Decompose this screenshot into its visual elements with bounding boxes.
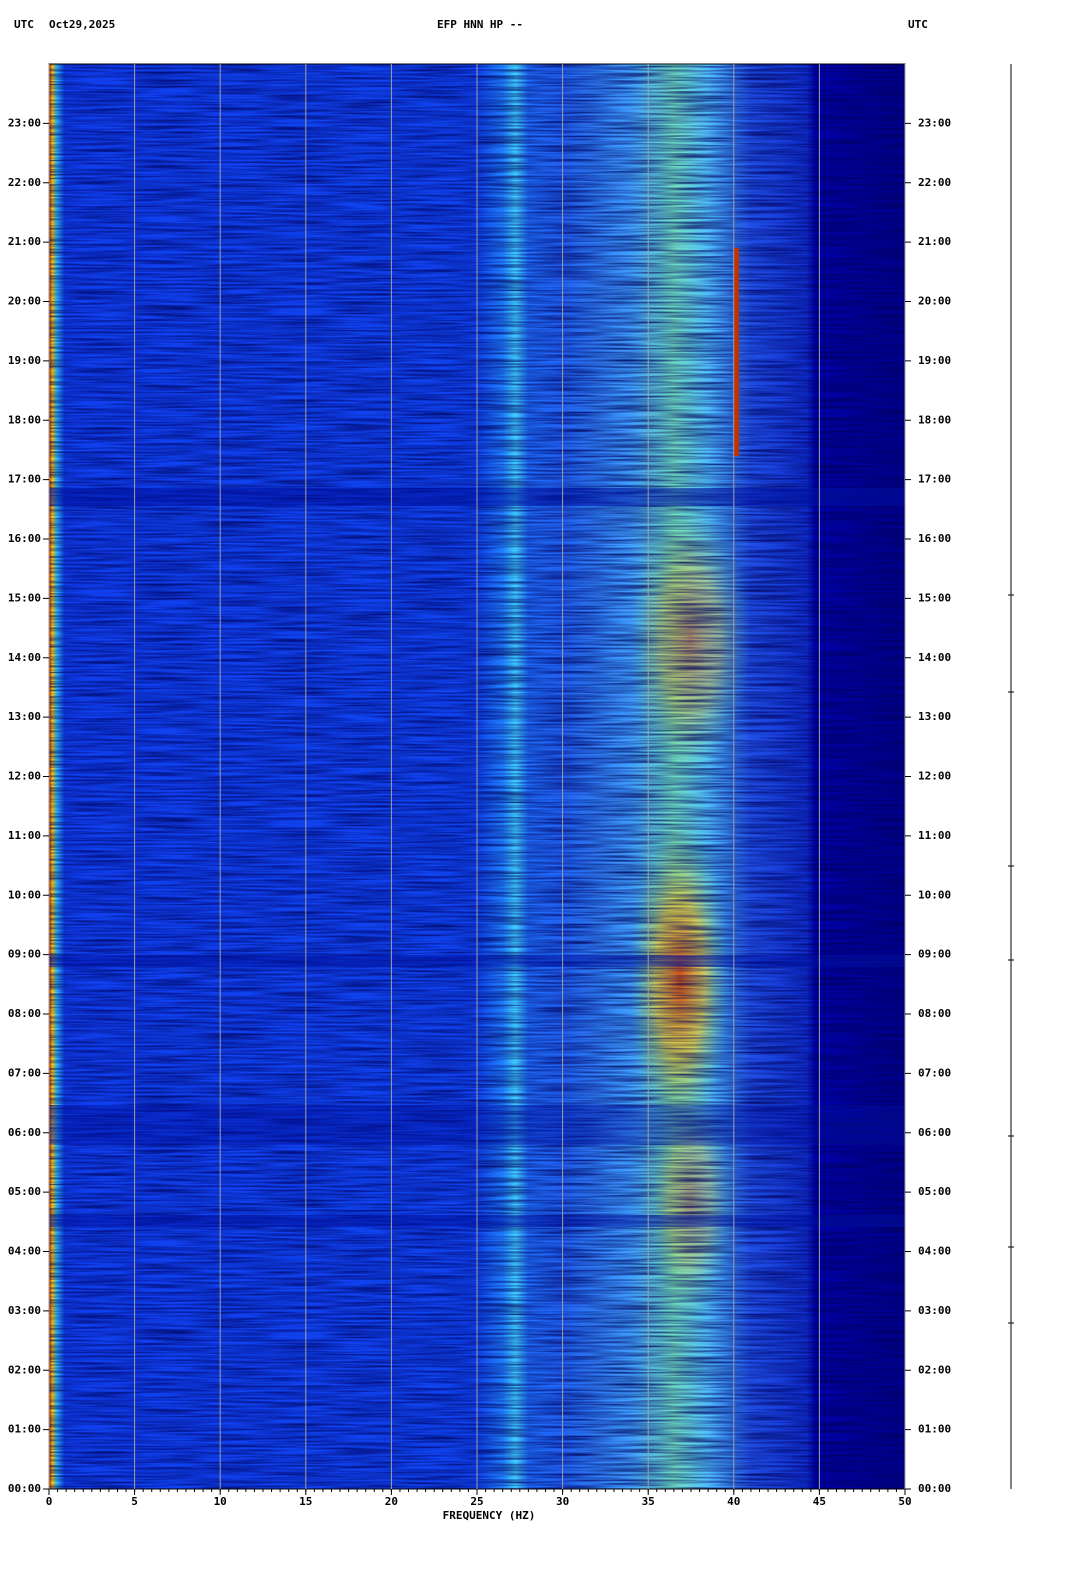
y-tick-label-right: 20:00 [918, 295, 951, 308]
y-tick-label: 15:00 [8, 591, 41, 604]
y-tick-label-right: 13:00 [918, 710, 951, 723]
y-tick-label: 05:00 [8, 1185, 41, 1198]
y-tick-label-right: 06:00 [918, 1126, 951, 1139]
x-tick-label: 10 [214, 1495, 227, 1508]
y-tick-label: 04:00 [8, 1245, 41, 1258]
y-tick-label-right: 09:00 [918, 948, 951, 961]
y-tick-label-right: 01:00 [918, 1423, 951, 1436]
y-tick-label: 00:00 [8, 1482, 41, 1495]
x-tick-label: 20 [385, 1495, 398, 1508]
y-tick-label-right: 02:00 [918, 1363, 951, 1376]
y-tick-label: 16:00 [8, 532, 41, 545]
y-tick-label: 10:00 [8, 888, 41, 901]
header-date: Oct29,2025 [49, 18, 115, 31]
y-tick-label: 14:00 [8, 651, 41, 664]
x-tick-label: 25 [470, 1495, 483, 1508]
y-tick-label: 12:00 [8, 770, 41, 783]
chart-title: EFP HNN HP -- [437, 18, 523, 31]
y-tick-label-right: 08:00 [918, 1007, 951, 1020]
y-tick-label: 22:00 [8, 176, 41, 189]
y-tick-label-right: 19:00 [918, 354, 951, 367]
y-tick-label-right: 07:00 [918, 1066, 951, 1079]
y-tick-label: 09:00 [8, 948, 41, 961]
y-tick-label-right: 12:00 [918, 770, 951, 783]
y-tick-label: 17:00 [8, 473, 41, 486]
y-tick-label-right: 17:00 [918, 473, 951, 486]
header-left: UTC [14, 18, 34, 31]
header-right: UTC [908, 18, 928, 31]
y-tick-label: 08:00 [8, 1007, 41, 1020]
y-tick-label-right: 18:00 [918, 413, 951, 426]
y-tick-label: 20:00 [8, 295, 41, 308]
y-tick-label-right: 15:00 [918, 591, 951, 604]
y-tick-label: 01:00 [8, 1423, 41, 1436]
y-tick-label-right: 14:00 [918, 651, 951, 664]
x-tick-label: 15 [299, 1495, 312, 1508]
y-tick-label: 18:00 [8, 413, 41, 426]
y-tick-label-right: 23:00 [918, 116, 951, 129]
y-tick-label-right: 05:00 [918, 1185, 951, 1198]
x-tick-label: 0 [46, 1495, 53, 1508]
y-tick-label: 21:00 [8, 235, 41, 248]
x-tick-label: 50 [898, 1495, 911, 1508]
x-axis-label: FREQUENCY (HZ) [443, 1509, 536, 1522]
y-tick-label-right: 10:00 [918, 888, 951, 901]
y-tick-label-right: 00:00 [918, 1482, 951, 1495]
y-tick-label: 23:00 [8, 116, 41, 129]
x-tick-label: 5 [131, 1495, 138, 1508]
y-tick-label-right: 04:00 [918, 1245, 951, 1258]
line-feature [734, 248, 739, 456]
y-tick-label: 19:00 [8, 354, 41, 367]
y-tick-label-right: 22:00 [918, 176, 951, 189]
x-tick-label: 40 [727, 1495, 740, 1508]
y-tick-label: 13:00 [8, 710, 41, 723]
y-tick-label: 03:00 [8, 1304, 41, 1317]
y-tick-label: 06:00 [8, 1126, 41, 1139]
y-tick-label-right: 03:00 [918, 1304, 951, 1317]
side-trace [1008, 64, 1014, 1489]
y-tick-label: 11:00 [8, 829, 41, 842]
y-tick-label: 07:00 [8, 1066, 41, 1079]
x-tick-label: 30 [556, 1495, 569, 1508]
y-tick-label-right: 21:00 [918, 235, 951, 248]
y-tick-label-right: 11:00 [918, 829, 951, 842]
x-tick-label: 35 [642, 1495, 655, 1508]
y-tick-label: 02:00 [8, 1363, 41, 1376]
x-tick-label: 45 [813, 1495, 826, 1508]
y-tick-label-right: 16:00 [918, 532, 951, 545]
